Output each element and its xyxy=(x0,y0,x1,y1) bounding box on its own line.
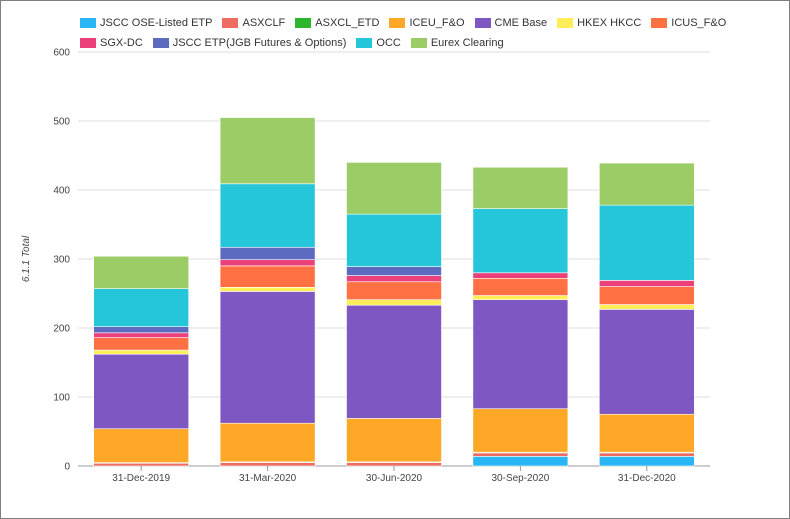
legend-item-iceu-fo[interactable]: ICEU_F&O xyxy=(389,17,465,29)
x-tick-label: 30-Jun-2020 xyxy=(366,473,423,484)
legend-label: OCC xyxy=(376,37,401,49)
chart-legend: JSCC OSE-Listed ETP ASXCLF ASXCL_ETD ICE… xyxy=(80,13,770,53)
bar-segment xyxy=(219,286,316,292)
bar-segment xyxy=(219,183,316,248)
bar-segment xyxy=(346,299,442,306)
bar-segment xyxy=(93,326,189,334)
legend-label: Eurex Clearing xyxy=(430,37,504,49)
bar-segment xyxy=(93,337,189,351)
bar-segment xyxy=(93,288,189,327)
legend-item-cme-base[interactable]: CME Base xyxy=(474,17,548,29)
legend-item-hkex-hkcc[interactable]: HKEX HKCC xyxy=(557,17,641,29)
bar-segment xyxy=(346,162,442,215)
bar-segment xyxy=(598,452,695,457)
y-tick-label: 100 xyxy=(53,393,70,404)
legend-swatch xyxy=(152,38,169,48)
bar-segment xyxy=(346,281,442,301)
legend-label: ICUS_F&O xyxy=(671,17,727,29)
legend-swatch xyxy=(410,38,427,48)
bar-segment xyxy=(93,349,189,355)
y-tick-label: 0 xyxy=(64,462,70,473)
legend-swatch xyxy=(356,38,373,48)
bar-segment xyxy=(472,408,569,453)
y-tick-label: 400 xyxy=(53,186,70,197)
y-tick-label: 600 xyxy=(53,48,70,59)
legend-swatch xyxy=(474,18,491,28)
bar-segment xyxy=(219,259,316,267)
y-tick-label: 500 xyxy=(53,117,70,128)
x-tick-label: 31-Mar-2020 xyxy=(239,473,297,484)
legend-item-occ[interactable]: OCC xyxy=(356,37,401,49)
legend-item-jscc-ose-listed-etp[interactable]: JSCC OSE-Listed ETP xyxy=(80,17,212,29)
legend-swatch xyxy=(222,18,239,28)
bar-segment xyxy=(472,208,569,274)
bar-segment xyxy=(472,295,569,301)
legend-item-asxcl-etd[interactable]: ASXCL_ETD xyxy=(295,17,379,29)
bar-segment xyxy=(598,204,695,281)
legend-row: JSCC OSE-Listed ETP ASXCLF ASXCL_ETD ICE… xyxy=(80,13,770,33)
y-tick-label: 300 xyxy=(53,255,70,266)
legend-swatch xyxy=(651,18,668,28)
bar-segment xyxy=(346,275,442,283)
legend-row: SGX-DC JSCC ETP(JGB Futures & Options) O… xyxy=(80,33,770,53)
bar-segment xyxy=(472,452,569,457)
bar-segment xyxy=(93,462,189,467)
bar-segment xyxy=(598,304,695,310)
bar-segment xyxy=(598,456,695,467)
bar-segment xyxy=(93,255,189,289)
bar-segment xyxy=(93,332,189,338)
y-tick-label: 200 xyxy=(53,324,70,335)
legend-item-icus-fo[interactable]: ICUS_F&O xyxy=(651,17,726,29)
bar-segment xyxy=(219,117,316,185)
legend-label: JSCC ETP(JGB Futures & Options) xyxy=(172,37,347,49)
bar-segment xyxy=(93,353,189,430)
bar-segment xyxy=(93,428,189,463)
y-axis-label: 6.1.1 Total xyxy=(21,235,32,282)
bar-segment xyxy=(598,413,695,453)
bar-segment xyxy=(598,280,695,287)
legend-item-sgx-dc[interactable]: SGX-DC xyxy=(80,37,143,49)
bar-segment xyxy=(346,213,442,267)
bar-segment xyxy=(598,309,695,415)
legend-label: ASXCLF xyxy=(242,17,286,29)
legend-label: HKEX HKCC xyxy=(577,17,642,29)
x-tick-label: 31-Dec-2019 xyxy=(112,473,170,484)
bar-segment xyxy=(472,456,569,467)
bar-segment xyxy=(219,422,316,463)
legend-item-jscc-etp-jgb[interactable]: JSCC ETP(JGB Futures & Options) xyxy=(152,37,347,49)
bar-segment xyxy=(219,246,316,260)
bar-segment xyxy=(472,272,569,279)
legend-swatch xyxy=(80,18,96,28)
bar-segment xyxy=(598,162,695,206)
bar-segment xyxy=(472,299,569,410)
legend-label: ICEU_F&O xyxy=(409,17,465,29)
legend-label: JSCC OSE-Listed ETP xyxy=(100,17,213,29)
x-tick-label: 30-Sep-2020 xyxy=(491,473,549,484)
bar-segment xyxy=(346,266,442,276)
legend-swatch xyxy=(557,18,574,28)
x-tick-label: 31-Dec-2020 xyxy=(618,473,676,484)
bar-segment xyxy=(219,462,316,467)
bar-segment xyxy=(472,166,569,209)
legend-swatch xyxy=(80,38,96,48)
bar-segment xyxy=(346,462,442,467)
bar-segment xyxy=(472,278,569,296)
bar-segment xyxy=(346,304,442,419)
bar-segment xyxy=(219,291,316,424)
legend-item-asxclf[interactable]: ASXCLF xyxy=(222,17,285,29)
legend-swatch xyxy=(295,18,312,28)
legend-label: ASXCL_ETD xyxy=(315,17,380,29)
bar-segment xyxy=(219,265,316,288)
legend-label: SGX-DC xyxy=(100,37,143,49)
legend-swatch xyxy=(389,18,406,28)
bar-segment xyxy=(598,286,695,305)
bar-segment xyxy=(346,418,442,463)
legend-item-eurex-clearing[interactable]: Eurex Clearing xyxy=(410,37,504,49)
legend-label: CME Base xyxy=(494,17,548,29)
